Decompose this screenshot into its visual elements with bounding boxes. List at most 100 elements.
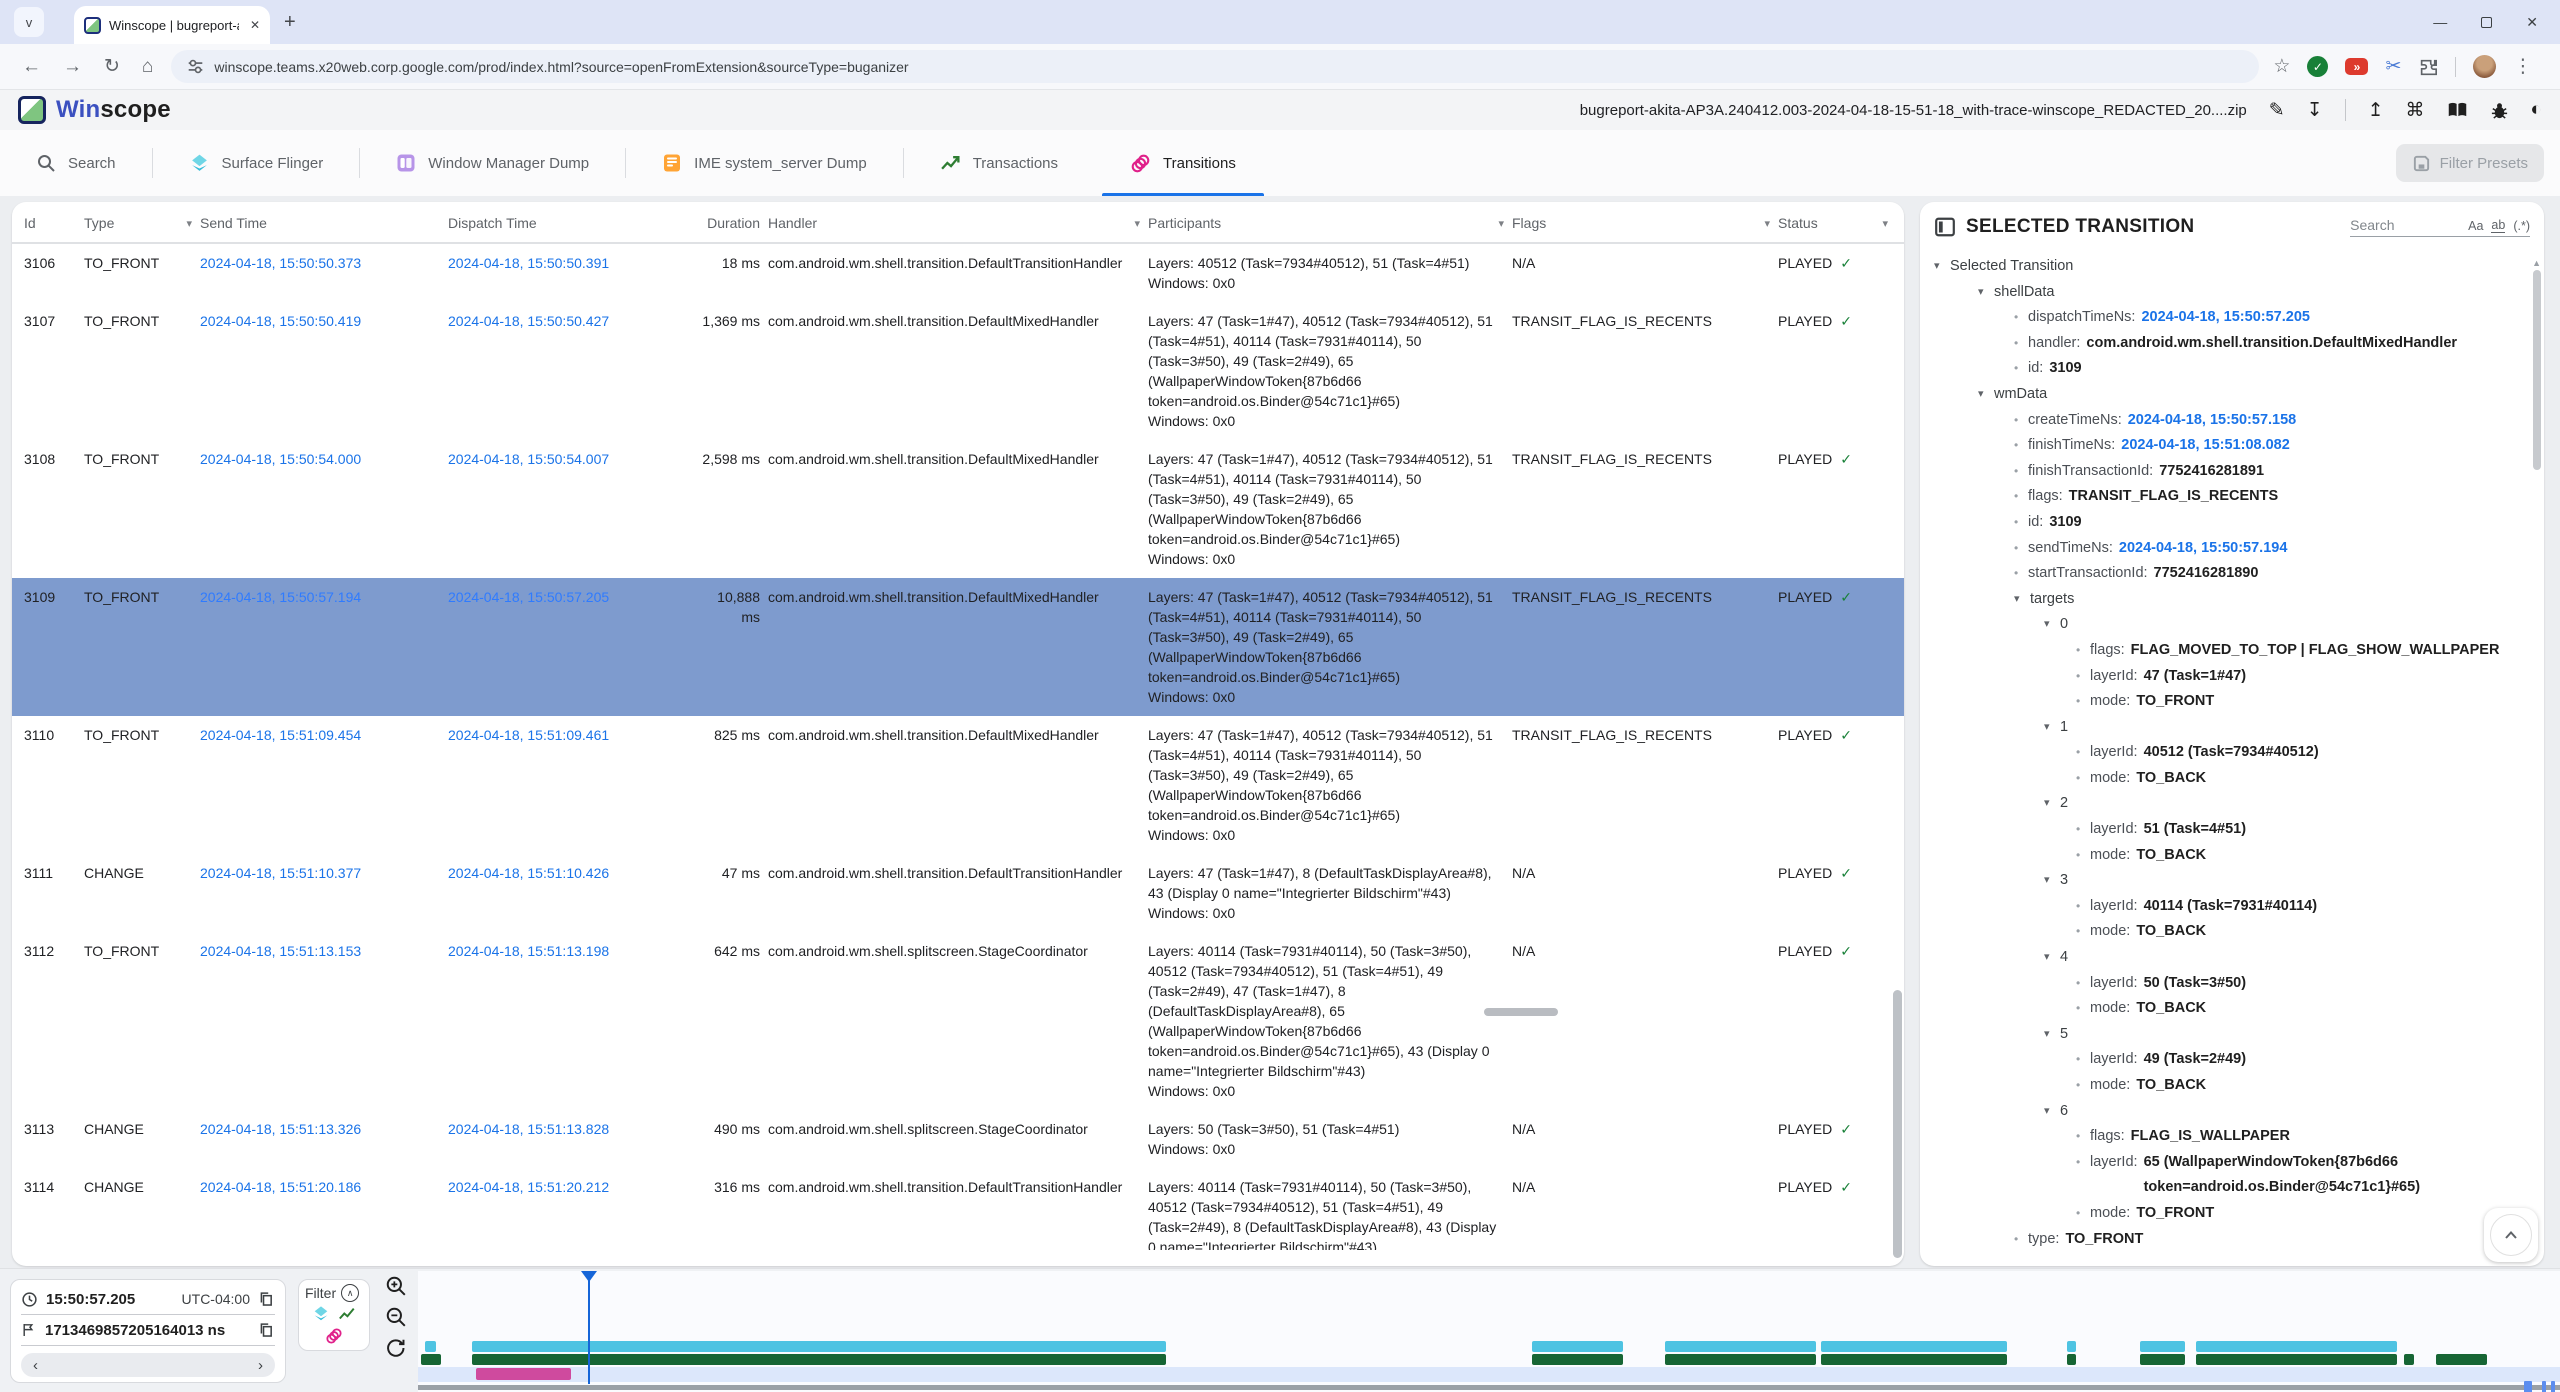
column-header-handler[interactable]: Handler ▾ [768,215,1140,231]
tree-leaf[interactable]: • createTimeNs: 2024-04-18, 15:50:57.158 [1924,408,2528,434]
collapse-arrow-icon[interactable]: ▾ [1934,260,1940,272]
tree-leaf[interactable]: • mode: TO_BACK [1924,766,2528,792]
cell-dispatch-time[interactable]: 2024-04-18, 15:51:20.212 [448,1179,610,1195]
property-value[interactable]: 2024-04-18, 15:50:57.205 [2141,309,2310,326]
timeline-bar[interactable] [2140,1341,2186,1352]
column-header-duration[interactable]: Duration [696,215,760,231]
tab-transitions[interactable]: Transitions [1094,130,1272,196]
documentation-book-icon[interactable] [2447,101,2468,119]
table-row[interactable]: 3111 CHANGE 2024-04-18, 15:51:10.377 2024-0… [12,854,1904,932]
timeline-bar[interactable] [472,1341,1167,1352]
extension-icon[interactable]: ✓ [2307,56,2329,77]
table-row[interactable]: 3109 TO_FRONT 2024-04-18, 15:50:57.194 2024… [12,578,1904,716]
column-header-send-time[interactable]: Send Time [200,215,440,231]
site-settings-icon[interactable] [187,58,204,75]
report-bug-icon[interactable] [2490,101,2509,120]
timeline-scrollbar[interactable] [418,1381,2560,1392]
extensions-puzzle-icon[interactable] [2418,57,2438,77]
transitions-filter-icon[interactable] [325,1327,343,1345]
table-horizontal-scrollbar[interactable] [1484,1008,1558,1016]
collapse-arrow-icon[interactable]: ▾ [2044,1104,2050,1117]
tree-leaf[interactable]: • layerId: 51 (Task=4#51) [1924,817,2528,843]
tree-leaf[interactable]: • flags: TRANSIT_FLAG_IS_RECENTS [1924,484,2528,510]
tree-leaf[interactable]: • id: 3109 [1924,356,2528,382]
tree-leaf[interactable]: • layerId: 40114 (Task=7931#40114) [1924,894,2528,920]
window-minimize-button[interactable]: — [2433,14,2448,30]
tree-leaf[interactable]: • finishTransactionId: 7752416281891 [1924,459,2528,485]
timeline-bar[interactable] [1821,1341,2007,1352]
scrollbar-handle[interactable] [2523,1381,2532,1392]
timeline-bar[interactable] [420,1354,441,1365]
extension-icon[interactable]: » [2345,58,2369,75]
timeline-bar[interactable] [1531,1354,1623,1365]
timeline-bar[interactable] [1821,1354,2007,1365]
collapse-arrow-icon[interactable]: ▾ [2044,618,2050,631]
tab-ime-system-server-dump[interactable]: IME system_server Dump [626,130,903,196]
tab-transactions[interactable]: Transactions [904,130,1094,196]
table-row[interactable]: 3114 CHANGE 2024-04-18, 15:51:20.186 2024-0… [12,1168,1904,1250]
scrollbar-handle[interactable] [2541,1381,2546,1392]
tree-leaf[interactable]: • layerId: 47 (Task=1#47) [1924,664,2528,690]
column-header-type[interactable]: Type ▾ [84,215,192,231]
filter-presets-button[interactable]: Filter Presets [2395,144,2544,182]
tree-leaf[interactable]: • mode: TO_BACK [1924,919,2528,945]
tree-node[interactable]: ▾ 4 [1924,945,2528,971]
tree-leaf[interactable]: • flags: FLAG_IS_WALLPAPER [1924,1124,2528,1150]
tree-leaf[interactable]: • mode: TO_FRONT [1924,1201,2528,1227]
table-row[interactable]: 3110 TO_FRONT 2024-04-18, 15:51:09.454 2024… [12,716,1904,854]
copy-icon[interactable] [258,1322,275,1339]
timeline-range-slider[interactable]: ‹ › [21,1353,275,1377]
timeline-bar[interactable] [2140,1354,2186,1365]
slider-right-icon[interactable]: › [258,1356,263,1374]
timeline-bar[interactable] [2435,1354,2488,1365]
timeline-bar[interactable] [2067,1341,2076,1352]
tree-leaf[interactable]: • type: TO_FRONT [1924,1227,2528,1253]
surface-flinger-track[interactable] [418,1341,2560,1352]
tree-node[interactable]: ▾ targets [1924,587,2528,613]
transitions-track[interactable] [418,1367,2560,1382]
cell-dispatch-time[interactable]: 2024-04-18, 15:51:09.461 [448,727,610,743]
cell-dispatch-time[interactable]: 2024-04-18, 15:51:13.198 [448,943,610,959]
copy-icon[interactable] [258,1291,275,1308]
collapse-filter-icon[interactable]: ∧ [341,1284,360,1302]
timeline-bar[interactable] [1531,1341,1623,1352]
panel-vertical-scrollbar[interactable] [2533,270,2541,470]
column-header-participants[interactable]: Participants ▾ [1148,215,1504,231]
properties-search-input[interactable] [2350,217,2461,233]
tree-node[interactable]: ▾ Selected Transition [1924,254,2528,280]
timeline-cursor-handle[interactable] [581,1271,598,1282]
tree-node[interactable]: ▾ 5 [1924,1022,2528,1048]
cell-send-time[interactable]: 2024-04-18, 15:50:54.000 [200,451,362,467]
tree-leaf[interactable]: • layerId: 49 (Task=2#49) [1924,1047,2528,1073]
cell-send-time[interactable]: 2024-04-18, 15:51:10.377 [200,865,362,881]
tab-surface-flinger[interactable]: Surface Flinger [153,130,360,196]
download-icon[interactable]: ↧ [2306,99,2323,121]
scroll-to-top-button[interactable] [2490,1214,2532,1256]
column-filter-icon[interactable]: ▾ [1134,217,1140,230]
cell-dispatch-time[interactable]: 2024-04-18, 15:51:10.426 [448,865,610,881]
tree-leaf[interactable]: • sendTimeNs: 2024-04-18, 15:50:57.194 [1924,536,2528,562]
property-value[interactable]: 2024-04-18, 15:51:08.082 [2121,437,2290,454]
tree-leaf[interactable]: • mode: TO_BACK [1924,1073,2528,1099]
cell-send-time[interactable]: 2024-04-18, 15:51:09.454 [200,727,362,743]
browser-tab[interactable]: Winscope | bugreport-ak ✕ [74,6,270,44]
tab-window-manager-dump[interactable]: Window Manager Dump [360,130,625,196]
table-row[interactable]: 3107 TO_FRONT 2024-04-18, 15:50:50.419 2024… [12,302,1904,440]
tree-node[interactable]: ▾ wmData [1924,382,2528,408]
bookmark-star-icon[interactable]: ☆ [2273,56,2291,77]
tree-node[interactable]: ▾ 0 [1924,612,2528,638]
tree-leaf[interactable]: • flags: FLAG_MOVED_TO_TOP | FLAG_SHOW_WAL… [1924,638,2528,664]
collapse-arrow-icon[interactable]: ▾ [1978,387,1984,400]
tree-leaf[interactable]: • layerId: 65 (WallpaperWindowToken{87b6d6… [1924,1150,2528,1201]
timeline-bar[interactable] [2195,1354,2398,1365]
timeline-bar[interactable] [2067,1354,2076,1365]
column-header-dispatch-time[interactable]: Dispatch Time [448,215,688,231]
timeline-bar[interactable] [472,1354,1167,1365]
window-restore-button[interactable] [2481,16,2493,28]
match-case-icon[interactable]: Aa [2468,219,2484,233]
column-filter-icon[interactable]: ▾ [1498,217,1504,230]
table-row[interactable]: 3108 TO_FRONT 2024-04-18, 15:50:54.000 2024… [12,440,1904,578]
cell-dispatch-time[interactable]: 2024-04-18, 15:50:54.007 [448,451,610,467]
cell-send-time[interactable]: 2024-04-18, 15:50:57.194 [200,589,362,605]
collapse-arrow-icon[interactable]: ▾ [1978,285,1984,298]
